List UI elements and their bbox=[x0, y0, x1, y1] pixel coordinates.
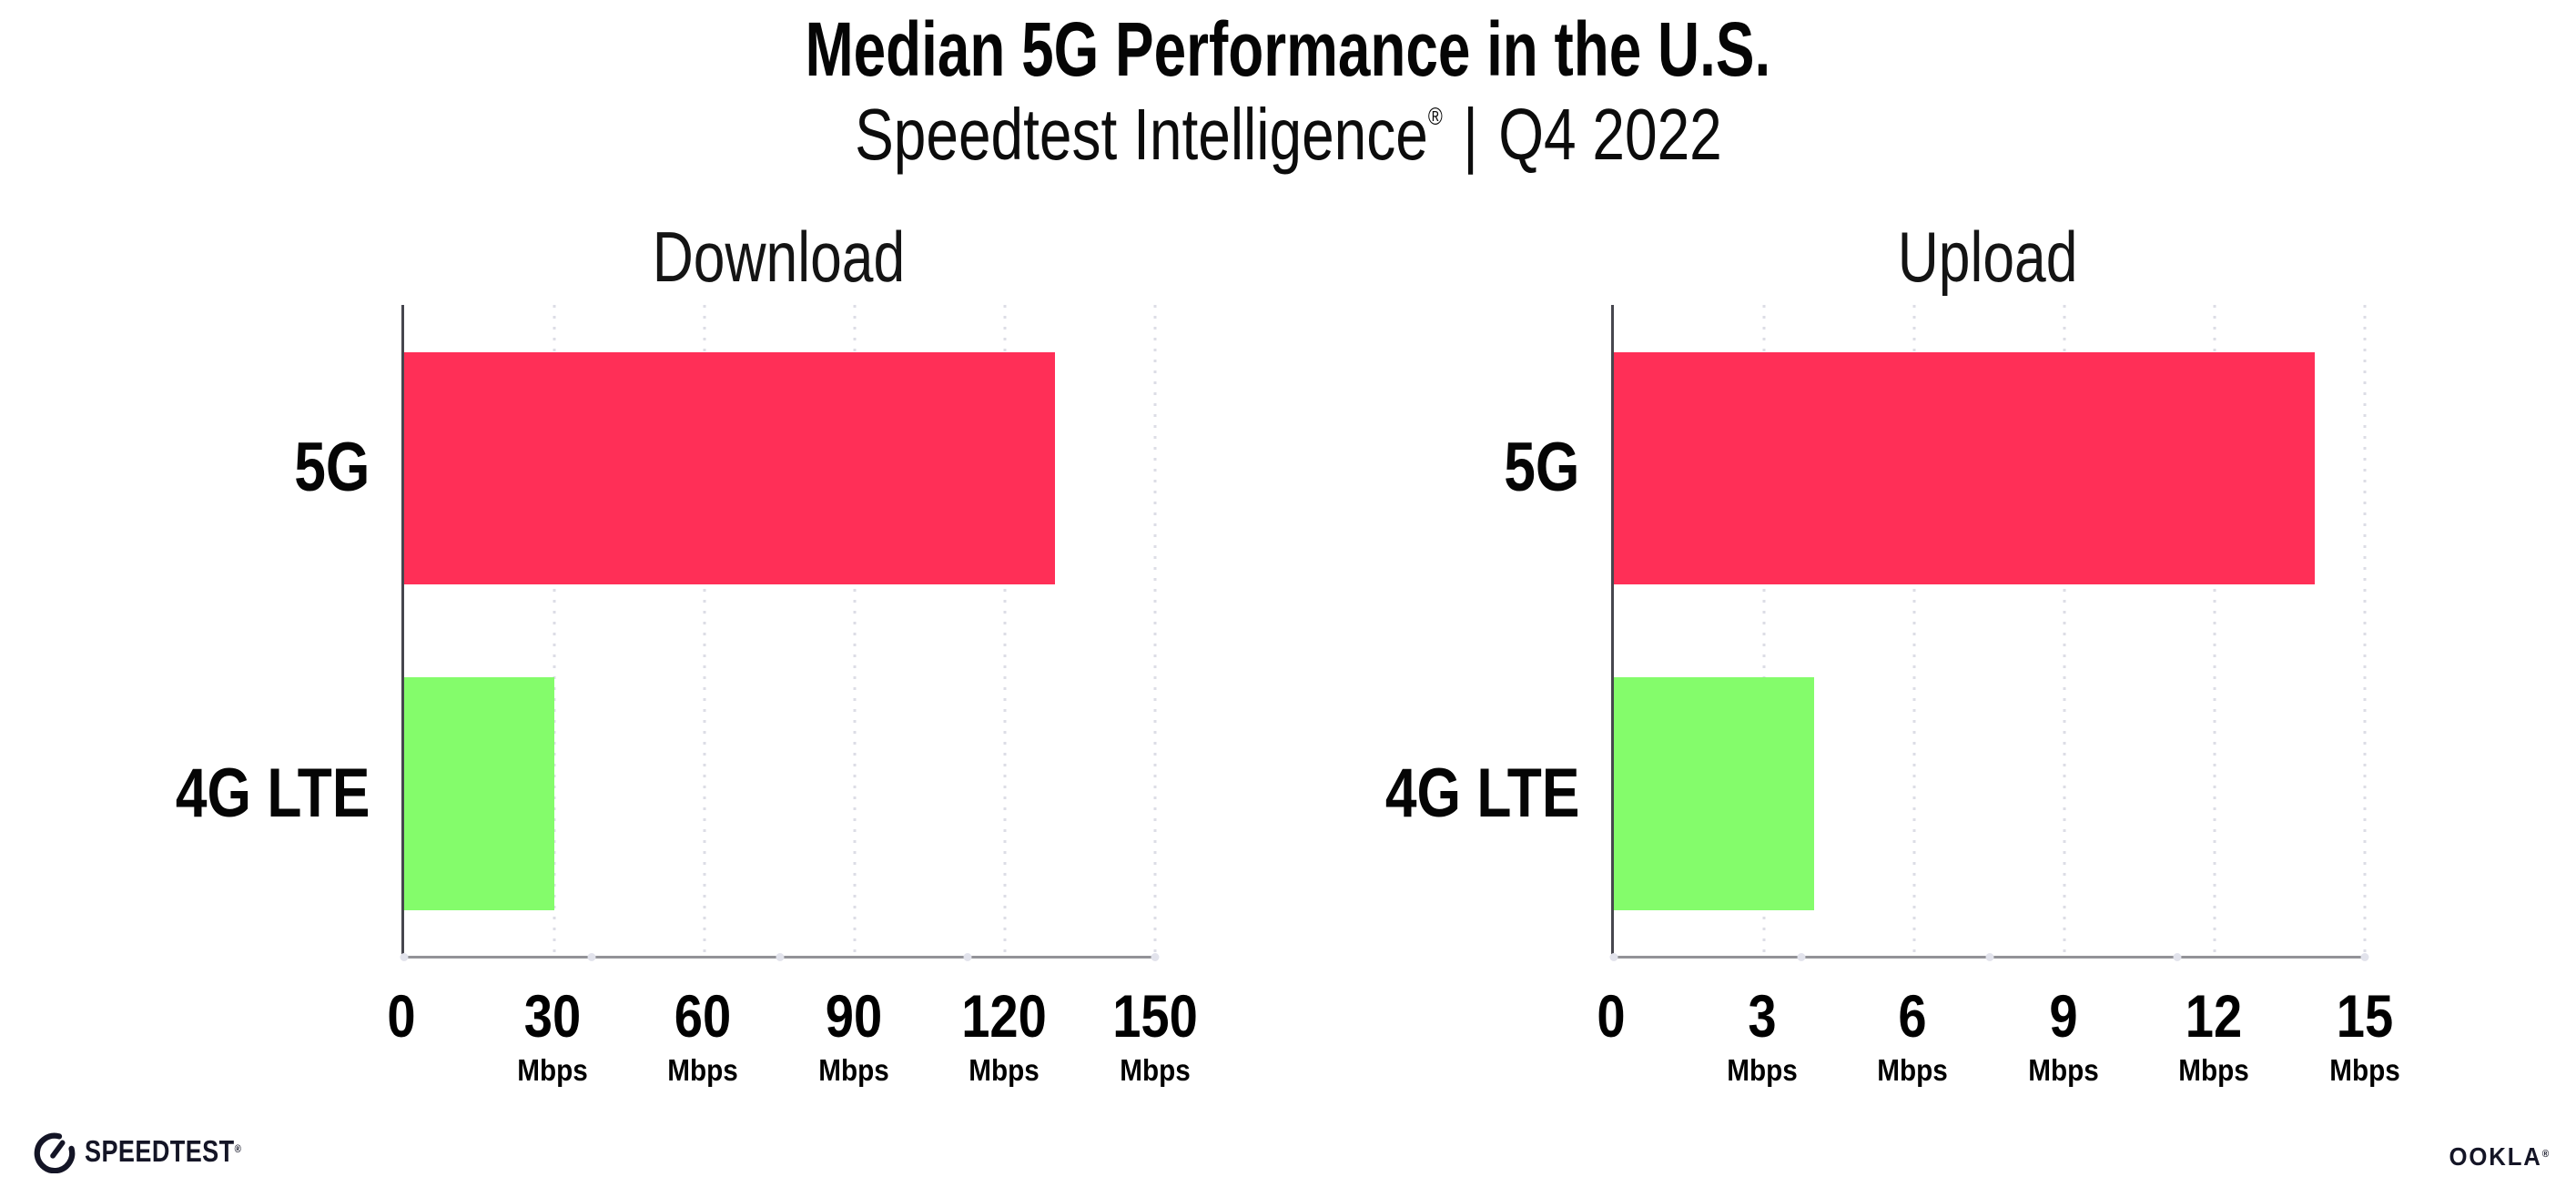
gridline bbox=[703, 305, 706, 956]
subtitle-brand: Speedtest Intelligence bbox=[854, 94, 1428, 175]
gridline bbox=[1153, 305, 1157, 956]
speedtest-registered-icon: ® bbox=[234, 1142, 242, 1155]
category-label-5g: 5G bbox=[293, 429, 370, 507]
x-tick-unit: Mbps bbox=[818, 1053, 889, 1087]
axis-tick-dot bbox=[2360, 953, 2369, 961]
registered-trademark-icon: ® bbox=[1427, 103, 1443, 130]
category-label-5g: 5G bbox=[1503, 429, 1579, 507]
subtitle-period: Q4 2022 bbox=[1497, 94, 1722, 175]
x-axis-ticks: 0 30 Mbps 60 Mbps 90 Mbps 120 Mbps 150 Mbps bbox=[387, 971, 1197, 1126]
download-chart: Download 5G 4G LTE 0 30 Mbps 60 Mbps 90 Mbps 12… bbox=[119, 217, 1197, 1131]
upload-chart: Upload 5G 4G LTE 0 3 Mbps 6 Mbps 9 Mbps 12 Mbps 1… bbox=[1329, 217, 2399, 1131]
axis-tick-dot bbox=[2173, 953, 2182, 961]
x-tick-unit: Mbps bbox=[1726, 1053, 1798, 1087]
gridline bbox=[1762, 305, 1766, 956]
x-tick-unit: Mbps bbox=[2028, 1053, 2099, 1087]
x-tick-label: 15 Mbps bbox=[2326, 971, 2404, 1085]
upload-plot-area: 5G 4G LTE bbox=[1384, 305, 2369, 961]
x-tick-value: 12 bbox=[2186, 982, 2243, 1050]
x-tick-value: 3 bbox=[1747, 982, 1777, 1050]
x-tick-label: 30 Mbps bbox=[513, 971, 592, 1085]
x-tick-unit: Mbps bbox=[1120, 1053, 1191, 1087]
axis-tick-dot bbox=[400, 953, 409, 961]
x-tick-unit: Mbps bbox=[969, 1053, 1040, 1087]
x-tick-label: 90 Mbps bbox=[815, 971, 893, 1085]
x-tick-label: 150 Mbps bbox=[1105, 971, 1205, 1085]
x-tick-value: 90 bbox=[825, 982, 883, 1050]
gridline bbox=[2363, 305, 2367, 956]
bar-5g-upload bbox=[1614, 351, 2315, 584]
axis-tick-dot bbox=[1609, 953, 1618, 961]
ookla-logo: OOKLA® bbox=[2449, 1142, 2549, 1172]
x-tick-unit: Mbps bbox=[1877, 1053, 1948, 1087]
bar-5g-download bbox=[404, 351, 1055, 584]
x-tick-unit: Mbps bbox=[667, 1053, 738, 1087]
axis-tick-dot bbox=[587, 953, 596, 961]
axis-tick-dot bbox=[1797, 953, 1806, 961]
x-tick-label: 60 Mbps bbox=[664, 971, 742, 1085]
bar-4g-upload bbox=[1614, 677, 1814, 911]
page-title: Median 5G Performance in the U.S. bbox=[0, 9, 2576, 89]
speedtest-logo: SPEEDTEST® bbox=[33, 1130, 276, 1173]
x-tick-label: 0 bbox=[1595, 971, 1628, 1046]
speedtest-gauge-icon bbox=[34, 1132, 76, 1173]
ookla-registered-icon: ® bbox=[2541, 1149, 2549, 1160]
x-tick-value: 0 bbox=[1597, 982, 1626, 1050]
x-tick-value: 60 bbox=[674, 982, 732, 1050]
x-tick-label: 12 Mbps bbox=[2175, 971, 2253, 1085]
x-tick-label: 6 Mbps bbox=[1873, 971, 1952, 1085]
gridline bbox=[1003, 305, 1007, 956]
subtitle: Speedtest Intelligence® | Q4 2022 bbox=[0, 96, 2576, 173]
x-tick-value: 150 bbox=[1112, 982, 1198, 1050]
subtitle-separator: | bbox=[1462, 94, 1478, 175]
bar-4g-download bbox=[404, 677, 554, 911]
x-tick-label: 120 Mbps bbox=[954, 971, 1054, 1085]
gridline bbox=[853, 305, 857, 956]
axis-tick-dot bbox=[776, 953, 784, 961]
axis-tick-dot bbox=[963, 953, 972, 961]
gridline bbox=[1912, 305, 1916, 956]
x-tick-value: 0 bbox=[387, 982, 416, 1050]
x-tick-unit: Mbps bbox=[2329, 1053, 2400, 1087]
x-tick-unit: Mbps bbox=[516, 1053, 588, 1087]
x-tick-value: 9 bbox=[2049, 982, 2078, 1050]
category-label-4g: 4G LTE bbox=[175, 754, 370, 832]
x-tick-label: 3 Mbps bbox=[1723, 971, 1801, 1085]
ookla-wordmark: OOKLA bbox=[2449, 1142, 2542, 1171]
x-axis-ticks: 0 3 Mbps 6 Mbps 9 Mbps 12 Mbps 15 Mbps bbox=[1597, 971, 2399, 1126]
axis-tick-dot bbox=[1985, 953, 1993, 961]
gridline bbox=[2063, 305, 2066, 956]
upload-chart-title: Upload bbox=[1898, 217, 2078, 297]
speedtest-wordmark: SPEEDTEST bbox=[85, 1134, 235, 1168]
x-tick-value: 30 bbox=[523, 982, 581, 1050]
gridline bbox=[553, 305, 556, 956]
x-tick-value: 15 bbox=[2336, 982, 2394, 1050]
gridline bbox=[2213, 305, 2216, 956]
x-tick-label: 0 bbox=[385, 971, 419, 1046]
x-tick-unit: Mbps bbox=[2178, 1053, 2250, 1087]
x-tick-value: 6 bbox=[1898, 982, 1927, 1050]
download-chart-title: Download bbox=[652, 217, 905, 297]
axis-tick-dot bbox=[1151, 953, 1160, 961]
x-tick-value: 120 bbox=[961, 982, 1048, 1050]
download-plot-area: 5G 4G LTE bbox=[175, 305, 1160, 961]
page-title-text: Median 5G Performance in the U.S. bbox=[805, 6, 1771, 92]
x-tick-label: 9 Mbps bbox=[2024, 971, 2103, 1085]
category-label-4g: 4G LTE bbox=[1384, 754, 1579, 832]
